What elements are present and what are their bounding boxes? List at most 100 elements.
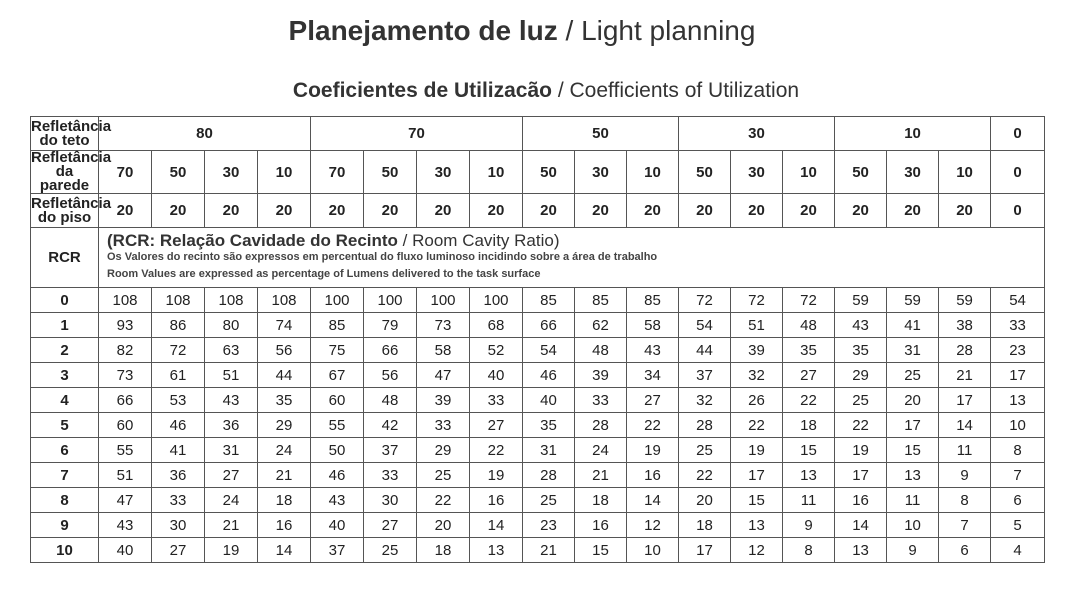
- coefficient-cell: 16: [834, 487, 888, 513]
- coefficient-cell: 19: [469, 462, 523, 488]
- coefficient-cell: 68: [469, 312, 523, 338]
- coefficient-cell: 22: [730, 412, 784, 438]
- ceiling-reflectance-row: Refletância do teto 80 70 50 30 10 0: [30, 116, 1046, 151]
- rcr-note-title-rest: Room Cavity Ratio): [412, 231, 560, 250]
- rcr-index-cell: 10: [30, 537, 99, 563]
- coefficient-cell: 22: [625, 412, 680, 438]
- coefficient-cell: 24: [204, 487, 258, 513]
- coefficient-cell: 29: [257, 412, 311, 438]
- coefficient-cell: 4: [990, 537, 1046, 563]
- rcr-header-row: RCR (RCR: Relação Cavidade do Recinto / …: [30, 227, 1046, 288]
- coefficient-cell: 85: [574, 287, 627, 313]
- coefficient-cell: 22: [678, 462, 732, 488]
- rcr-index-cell: 8: [30, 487, 99, 513]
- coefficient-cell: 46: [151, 412, 205, 438]
- coefficient-cell: 41: [886, 312, 940, 338]
- floor-value-cell: 20: [363, 193, 417, 228]
- coefficient-cell: 40: [310, 512, 364, 538]
- coefficient-cell: 33: [151, 487, 205, 513]
- coefficient-cell: 25: [678, 437, 732, 463]
- floor-value-cell: 20: [834, 193, 888, 228]
- coefficient-cell: 59: [886, 287, 940, 313]
- floor-value-cell: 20: [257, 193, 311, 228]
- coefficient-cell: 13: [469, 537, 523, 563]
- coefficient-cell: 15: [574, 537, 627, 563]
- coefficient-cell: 13: [730, 512, 784, 538]
- floor-value-cell: 20: [522, 193, 575, 228]
- coefficient-cell: 13: [886, 462, 940, 488]
- coefficient-cell: 27: [469, 412, 523, 438]
- coefficient-cell: 15: [730, 487, 784, 513]
- coefficient-cell: 29: [416, 437, 470, 463]
- coefficient-cell: 18: [782, 412, 836, 438]
- table-row: 0 108 108 108 108 100 100 100 100 85 85 85 72 72 72 59 5…: [30, 287, 1046, 313]
- coefficient-cell: 25: [416, 462, 470, 488]
- coefficient-cell: 17: [938, 387, 992, 413]
- coefficient-cell: 35: [257, 387, 311, 413]
- floor-value-cell: 20: [151, 193, 205, 228]
- coefficient-cell: 31: [886, 337, 940, 363]
- coefficient-cell: 13: [990, 387, 1046, 413]
- wall-value-cell: 50: [522, 150, 575, 194]
- wall-label-line: da parede: [39, 163, 90, 194]
- coefficient-cell: 18: [574, 487, 627, 513]
- table-row: 8 47 33 24 18 43 30 22 16 25 18 14 20 15 11 16 11 8 6: [30, 487, 1046, 513]
- page-title-sep: /: [557, 15, 582, 46]
- coefficient-cell: 16: [574, 512, 627, 538]
- coefficient-cell: 82: [98, 337, 152, 363]
- coefficient-cell: 21: [257, 462, 311, 488]
- floor-value-cell: 20: [886, 193, 940, 228]
- coefficient-cell: 22: [469, 437, 523, 463]
- coefficient-cell: 67: [310, 362, 364, 388]
- coefficient-cell: 31: [522, 437, 575, 463]
- wall-value-cell: 50: [834, 150, 888, 194]
- coefficient-cell: 25: [363, 537, 417, 563]
- table-row: 10 40 27 19 14 37 25 18 13 21 15 10 17 12 8 13 9 6 4: [30, 537, 1046, 563]
- coefficient-cell: 40: [98, 537, 152, 563]
- coefficient-cell: 34: [625, 362, 680, 388]
- floor-value-cell: 0: [990, 193, 1046, 228]
- coefficient-cell: 8: [938, 487, 992, 513]
- coefficient-cell: 108: [257, 287, 311, 313]
- ceiling-value-cell: 50: [521, 116, 680, 151]
- coefficient-cell: 66: [363, 337, 417, 363]
- rcr-note-title-bold: (RCR: Relação Cavidade do Recinto: [107, 231, 398, 250]
- coefficient-cell: 33: [574, 387, 627, 413]
- coefficient-cell: 27: [363, 512, 417, 538]
- table-title-bold: Coeficientes de Utilizacão: [292, 79, 552, 102]
- rcr-index-cell: 2: [30, 337, 99, 363]
- coefficient-cell: 48: [574, 337, 627, 363]
- coefficient-cell: 26: [730, 387, 784, 413]
- coefficient-cell: 10: [990, 412, 1046, 438]
- floor-label-line: do piso: [37, 208, 92, 226]
- table-row: 2 82 72 63 56 75 66 58 52 54 48 43 44 39 35 35 31 28 23: [30, 337, 1046, 363]
- coefficient-cell: 41: [151, 437, 205, 463]
- table-row: 5 60 46 36 29 55 42 33 27 35 28 22 28 22 18 22 17 14 10: [30, 412, 1046, 438]
- coefficient-cell: 40: [469, 362, 523, 388]
- coefficient-cell: 72: [782, 287, 836, 313]
- table-row: 3 73 61 51 44 67 56 47 40 46 39 34 37 32 27 29 25 21 17: [30, 362, 1046, 388]
- table-title-rest: Coefficients of Utilization: [569, 79, 800, 102]
- coefficient-cell: 28: [522, 462, 575, 488]
- coefficient-cell: 93: [98, 312, 152, 338]
- coefficient-cell: 33: [416, 412, 470, 438]
- ceiling-value-cell: 10: [834, 116, 992, 151]
- coefficient-cell: 60: [98, 412, 152, 438]
- wall-value-cell: 10: [782, 150, 836, 194]
- coefficient-cell: 7: [990, 462, 1046, 488]
- rcr-note: (RCR: Relação Cavidade do Recinto / Room…: [97, 227, 1046, 288]
- coefficient-cell: 14: [257, 537, 311, 563]
- coefficient-cell: 43: [834, 312, 888, 338]
- coefficient-cell: 24: [257, 437, 311, 463]
- coefficient-cell: 60: [310, 387, 364, 413]
- floor-value-cell: 20: [574, 193, 627, 228]
- coefficient-cell: 35: [522, 412, 575, 438]
- coefficient-cell: 7: [938, 512, 992, 538]
- coefficient-cell: 37: [310, 537, 364, 563]
- coefficient-cell: 108: [151, 287, 205, 313]
- coefficient-cell: 51: [730, 312, 784, 338]
- coefficient-cell: 48: [363, 387, 417, 413]
- wall-value-cell: 30: [416, 150, 470, 194]
- coefficient-cell: 19: [730, 437, 784, 463]
- rcr-index-cell: 5: [30, 412, 99, 438]
